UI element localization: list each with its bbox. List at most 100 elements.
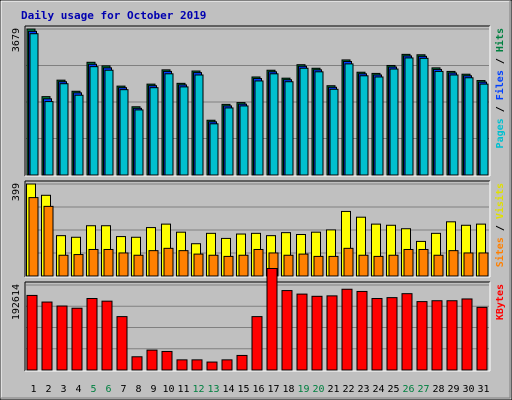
x-tick-label: 14 [222, 384, 234, 395]
bar-pages_files_hits-pages-day-13 [209, 123, 219, 176]
bar-pages_files_hits-pages-day-31 [479, 83, 489, 176]
bar-visits_sites-sites-day-8 [133, 254, 144, 277]
bar-visits_sites-sites-day-5 [88, 248, 99, 277]
bar-kbytes-kbytes-day-29 [446, 300, 458, 371]
legend-entry: Hits [494, 28, 506, 52]
bar-kbytes-kbytes-day-18 [281, 290, 293, 371]
chart-panels: 3679 Pages / Files / Hits 399 Sites / Visit… [11, 25, 506, 372]
bar-kbytes-kbytes-day-2 [41, 301, 53, 371]
panel-kbytes: 192614 KBytes [11, 268, 506, 372]
bar-visits_sites-sites-day-9 [148, 250, 159, 277]
x-tick-label: 24 [372, 384, 384, 395]
x-tick-label: 5 [90, 384, 96, 395]
bar-pages_files_hits-pages-day-22 [344, 63, 354, 176]
x-tick-label: 31 [477, 384, 489, 395]
bar-kbytes-kbytes-day-23 [356, 290, 368, 371]
y-max-label-visits_sites: 399 [11, 183, 22, 201]
bar-visits_sites-sites-day-22 [343, 247, 354, 277]
bar-visits_sites-sites-day-24 [373, 255, 384, 277]
bar-kbytes-kbytes-day-17 [266, 268, 278, 371]
bar-kbytes-kbytes-day-13 [206, 361, 218, 371]
bar-kbytes-kbytes-day-7 [116, 316, 128, 371]
x-tick-label: 3 [60, 384, 66, 395]
bar-visits_sites-sites-day-16 [253, 248, 264, 277]
bar-visits_sites-sites-day-23 [358, 254, 369, 277]
bar-visits_sites-sites-day-28 [433, 254, 444, 277]
x-tick-label: 2 [45, 384, 51, 395]
bar-visits_sites-sites-day-15 [238, 254, 249, 277]
bar-pages_files_hits-pages-day-8 [134, 109, 144, 176]
bar-pages_files_hits-pages-day-9 [149, 87, 159, 176]
bar-visits_sites-sites-day-11 [178, 250, 189, 277]
x-tick-label: 29 [447, 384, 459, 395]
panel-visits_sites: 399 Sites / Visits [11, 180, 506, 278]
bar-pages_files_hits-pages-day-2 [44, 101, 54, 176]
bar-kbytes-kbytes-day-22 [341, 288, 353, 371]
bar-pages_files_hits-pages-day-12 [194, 74, 204, 176]
x-tick-label: 4 [75, 384, 81, 395]
x-axis-tick-labels: 1 2 3 4 5 6 7 8 9 10 11 12 13 14 15 16 17 18 19 20 21 22 23 24 2… [30, 384, 489, 395]
x-tick-label: 18 [282, 384, 294, 395]
bar-visits_sites-sites-day-3 [58, 254, 69, 277]
bar-pages_files_hits-pages-day-20 [314, 71, 324, 176]
bar-kbytes-kbytes-day-11 [176, 359, 188, 371]
bar-pages_files_hits-pages-day-27 [419, 57, 429, 176]
bar-kbytes-kbytes-day-31 [476, 306, 488, 371]
bar-pages_files_hits-pages-day-18 [284, 81, 294, 176]
x-tick-label: 9 [150, 384, 156, 395]
bar-kbytes-kbytes-day-21 [326, 295, 338, 371]
bar-pages_files_hits-pages-day-10 [164, 73, 174, 176]
legend-pages_files_hits: Pages / Files / Hits [494, 28, 506, 148]
bar-pages_files_hits-pages-day-30 [464, 77, 474, 176]
bar-visits_sites-sites-day-12 [193, 253, 204, 277]
bar-visits_sites-sites-day-31 [478, 252, 489, 277]
bar-pages_files_hits-pages-day-23 [359, 75, 369, 176]
bar-pages_files_hits-pages-day-25 [389, 68, 399, 176]
bar-pages_files_hits-pages-day-21 [329, 88, 339, 176]
x-tick-label: 30 [462, 384, 474, 395]
x-tick-label: 13 [207, 384, 219, 395]
bar-visits_sites-sites-day-10 [163, 247, 174, 277]
bar-pages_files_hits-pages-day-17 [269, 73, 279, 176]
legend-entry: Pages [495, 118, 506, 148]
bar-kbytes-kbytes-day-16 [251, 316, 263, 371]
bar-kbytes-kbytes-day-26 [401, 293, 413, 371]
x-tick-label: 27 [417, 384, 429, 395]
bar-visits_sites-sites-day-14 [223, 255, 234, 277]
x-tick-label: 23 [357, 384, 369, 395]
bar-visits_sites-sites-day-18 [283, 254, 294, 277]
bar-pages_files_hits-pages-day-24 [374, 76, 384, 176]
x-tick-label: 26 [402, 384, 414, 395]
x-tick-label: 7 [120, 384, 126, 395]
bar-visits_sites-sites-day-21 [328, 255, 339, 277]
bar-kbytes-kbytes-day-15 [236, 354, 248, 371]
bar-pages_files_hits-pages-day-15 [239, 105, 249, 176]
bar-visits_sites-sites-day-2 [43, 205, 54, 277]
legend-entry: Visits [494, 183, 506, 219]
legend-entry: Sites [494, 237, 506, 267]
x-tick-label: 6 [105, 384, 111, 395]
legend-entry: / [495, 219, 506, 237]
bar-pages_files_hits-pages-day-26 [404, 57, 414, 176]
bar-kbytes-kbytes-day-20 [311, 295, 323, 371]
bar-pages_files_hits-pages-day-11 [179, 86, 189, 176]
bar-pages_files_hits-pages-day-6 [104, 69, 114, 176]
bar-visits_sites-sites-day-25 [388, 254, 399, 277]
bar-pages_files_hits-pages-day-3 [59, 83, 69, 176]
bar-kbytes-kbytes-day-28 [431, 300, 443, 371]
bar-visits_sites-sites-day-26 [403, 248, 414, 277]
bar-pages_files_hits-pages-day-29 [449, 74, 459, 176]
x-tick-label: 17 [267, 384, 279, 395]
x-tick-label: 16 [252, 384, 264, 395]
x-tick-label: 20 [312, 384, 324, 395]
x-tick-label: 12 [192, 384, 204, 395]
bar-visits_sites-sites-day-27 [418, 248, 429, 277]
bar-visits_sites-sites-day-20 [313, 255, 324, 277]
legend-entry: / [495, 52, 506, 70]
bar-kbytes-kbytes-day-12 [191, 359, 203, 371]
bar-kbytes-kbytes-day-10 [161, 350, 173, 371]
legend-visits_sites: Sites / Visits [494, 183, 506, 267]
bar-visits_sites-sites-day-13 [208, 254, 219, 277]
bar-pages_files_hits-pages-day-1 [29, 33, 39, 176]
